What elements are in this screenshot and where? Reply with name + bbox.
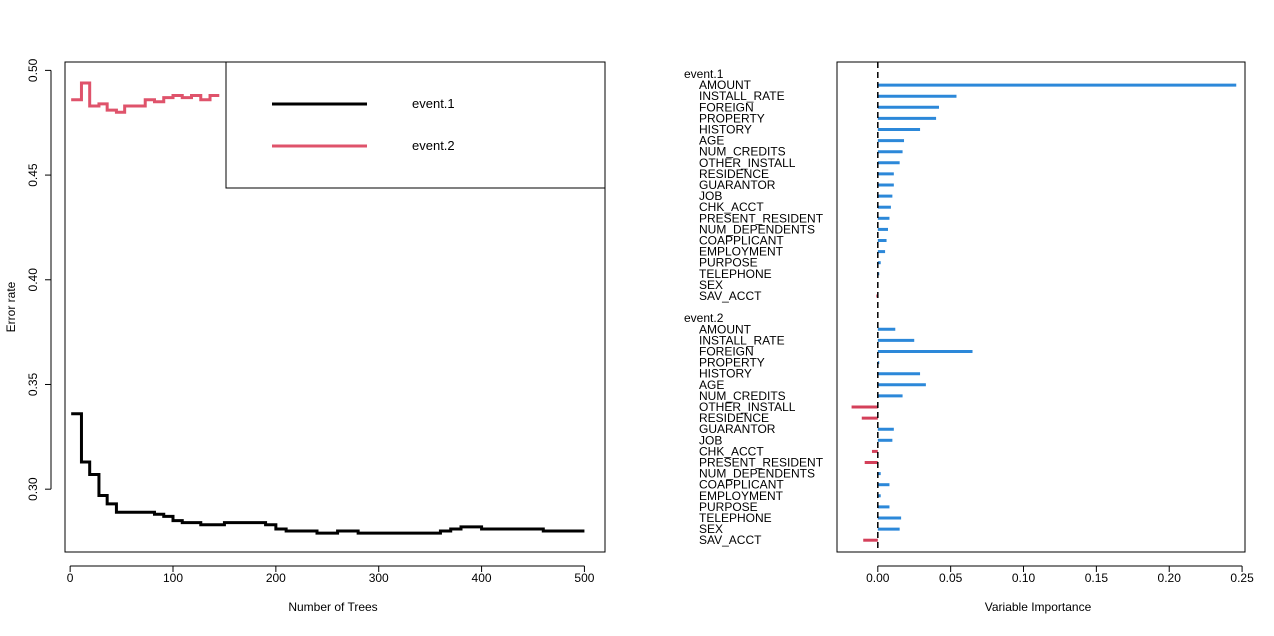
- category-label: TELEPHONE: [699, 511, 772, 525]
- category-label: RESIDENCE: [699, 411, 769, 425]
- y-tick-label: 0.40: [26, 268, 40, 292]
- category-label: RESIDENCE: [699, 167, 769, 181]
- y-axis-label: Error rate: [4, 281, 18, 332]
- category-label: SAV_ACCT: [699, 533, 762, 547]
- category-label: PRESENT_RESIDENT: [699, 211, 824, 225]
- legend-label-event-1: event.1: [412, 96, 455, 111]
- category-label: CHK_ACCT: [699, 200, 764, 214]
- axes: 0.00 0.05 0.10 0.15 0.20 0.25: [866, 565, 1254, 585]
- x-tick-label: 200: [266, 571, 286, 585]
- category-label: NUM_CREDITS: [699, 145, 786, 159]
- category-label: AMOUNT: [699, 78, 752, 92]
- category-label: GUARANTOR: [699, 178, 776, 192]
- category-label: NUM_DEPENDENTS: [699, 222, 815, 236]
- category-label: FOREIGN: [699, 345, 754, 359]
- legend-box: [225, 61, 606, 189]
- category-label: NUM_DEPENDENTS: [699, 467, 815, 481]
- category-label: COAPPLICANT: [699, 478, 784, 492]
- category-label: EMPLOYMENT: [699, 489, 784, 503]
- category-labels: event.1AMOUNTINSTALL_RATEFOREIGNPROPERTY…: [684, 67, 824, 547]
- legend-label-event-2: event.2: [412, 138, 455, 153]
- category-label: COAPPLICANT: [699, 234, 784, 248]
- category-label: CHK_ACCT: [699, 444, 764, 458]
- category-label: AGE: [699, 134, 724, 148]
- series-lines: [71, 81, 585, 535]
- category-label: HISTORY: [699, 123, 752, 137]
- x-tick-label: 100: [163, 571, 183, 585]
- category-label: FOREIGN: [699, 100, 754, 114]
- y-tick-label: 0.45: [26, 163, 40, 187]
- bars: [851, 83, 1237, 542]
- x-axis-label: Variable Importance: [985, 600, 1092, 614]
- y-tick-label: 0.30: [26, 477, 40, 501]
- x-tick-label: 0: [67, 571, 74, 585]
- category-label: PROPERTY: [699, 356, 765, 370]
- category-label: AGE: [699, 378, 724, 392]
- category-label: EMPLOYMENT: [699, 245, 784, 259]
- y-tick-label: 0.50: [26, 58, 40, 82]
- x-tick-label: 300: [369, 571, 389, 585]
- category-label: PURPOSE: [699, 500, 758, 514]
- legend: event.1 event.2: [225, 61, 606, 189]
- x-tick-label: 400: [472, 571, 492, 585]
- category-label: OTHER_INSTALL: [699, 156, 796, 170]
- category-label: JOB: [699, 433, 722, 447]
- category-label: SEX: [699, 278, 723, 292]
- category-label: JOB: [699, 189, 722, 203]
- plot-frame: [836, 61, 1246, 553]
- category-label: INSTALL_RATE: [699, 333, 785, 347]
- x-tick-label: 0.15: [1085, 571, 1109, 585]
- category-label: TELEPHONE: [699, 267, 772, 281]
- x-tick-label: 500: [574, 571, 594, 585]
- category-label: NUM_CREDITS: [699, 389, 786, 403]
- category-label: PROPERTY: [699, 111, 765, 125]
- x-tick-label: 0.20: [1158, 571, 1182, 585]
- category-label: INSTALL_RATE: [699, 89, 785, 103]
- series-line-event-1: [71, 412, 585, 535]
- category-label: SEX: [699, 522, 723, 536]
- category-label: OTHER_INSTALL: [699, 400, 796, 414]
- x-tick-label: 0.05: [939, 571, 963, 585]
- y-tick-label: 0.35: [26, 372, 40, 396]
- group-label-event-2: event.2: [684, 311, 724, 325]
- group-label-event-1: event.1: [684, 67, 724, 81]
- category-label: SAV_ACCT: [699, 289, 762, 303]
- variable-importance-chart: 0.00 0.05 0.10 0.15 0.20 0.25 event.1AMOUNTIN…: [684, 61, 1254, 614]
- category-label: HISTORY: [699, 367, 752, 381]
- category-label: PURPOSE: [699, 256, 758, 270]
- x-tick-label: 0.00: [866, 571, 890, 585]
- axes: 0 100 200 300 400 500 0.30 0.35 0.40 0.45 0.50: [26, 58, 595, 585]
- category-label: AMOUNT: [699, 322, 752, 336]
- category-label: PRESENT_RESIDENT: [699, 456, 824, 470]
- series-line-event-2: [71, 81, 220, 114]
- x-axis-label: Number of Trees: [288, 600, 377, 614]
- x-tick-label: 0.25: [1230, 571, 1254, 585]
- error-rate-chart: 0 100 200 300 400 500 0.30 0.35 0.40 0.45 0.50 eve…: [4, 58, 606, 614]
- x-tick-label: 0.10: [1012, 571, 1036, 585]
- category-label: GUARANTOR: [699, 422, 776, 436]
